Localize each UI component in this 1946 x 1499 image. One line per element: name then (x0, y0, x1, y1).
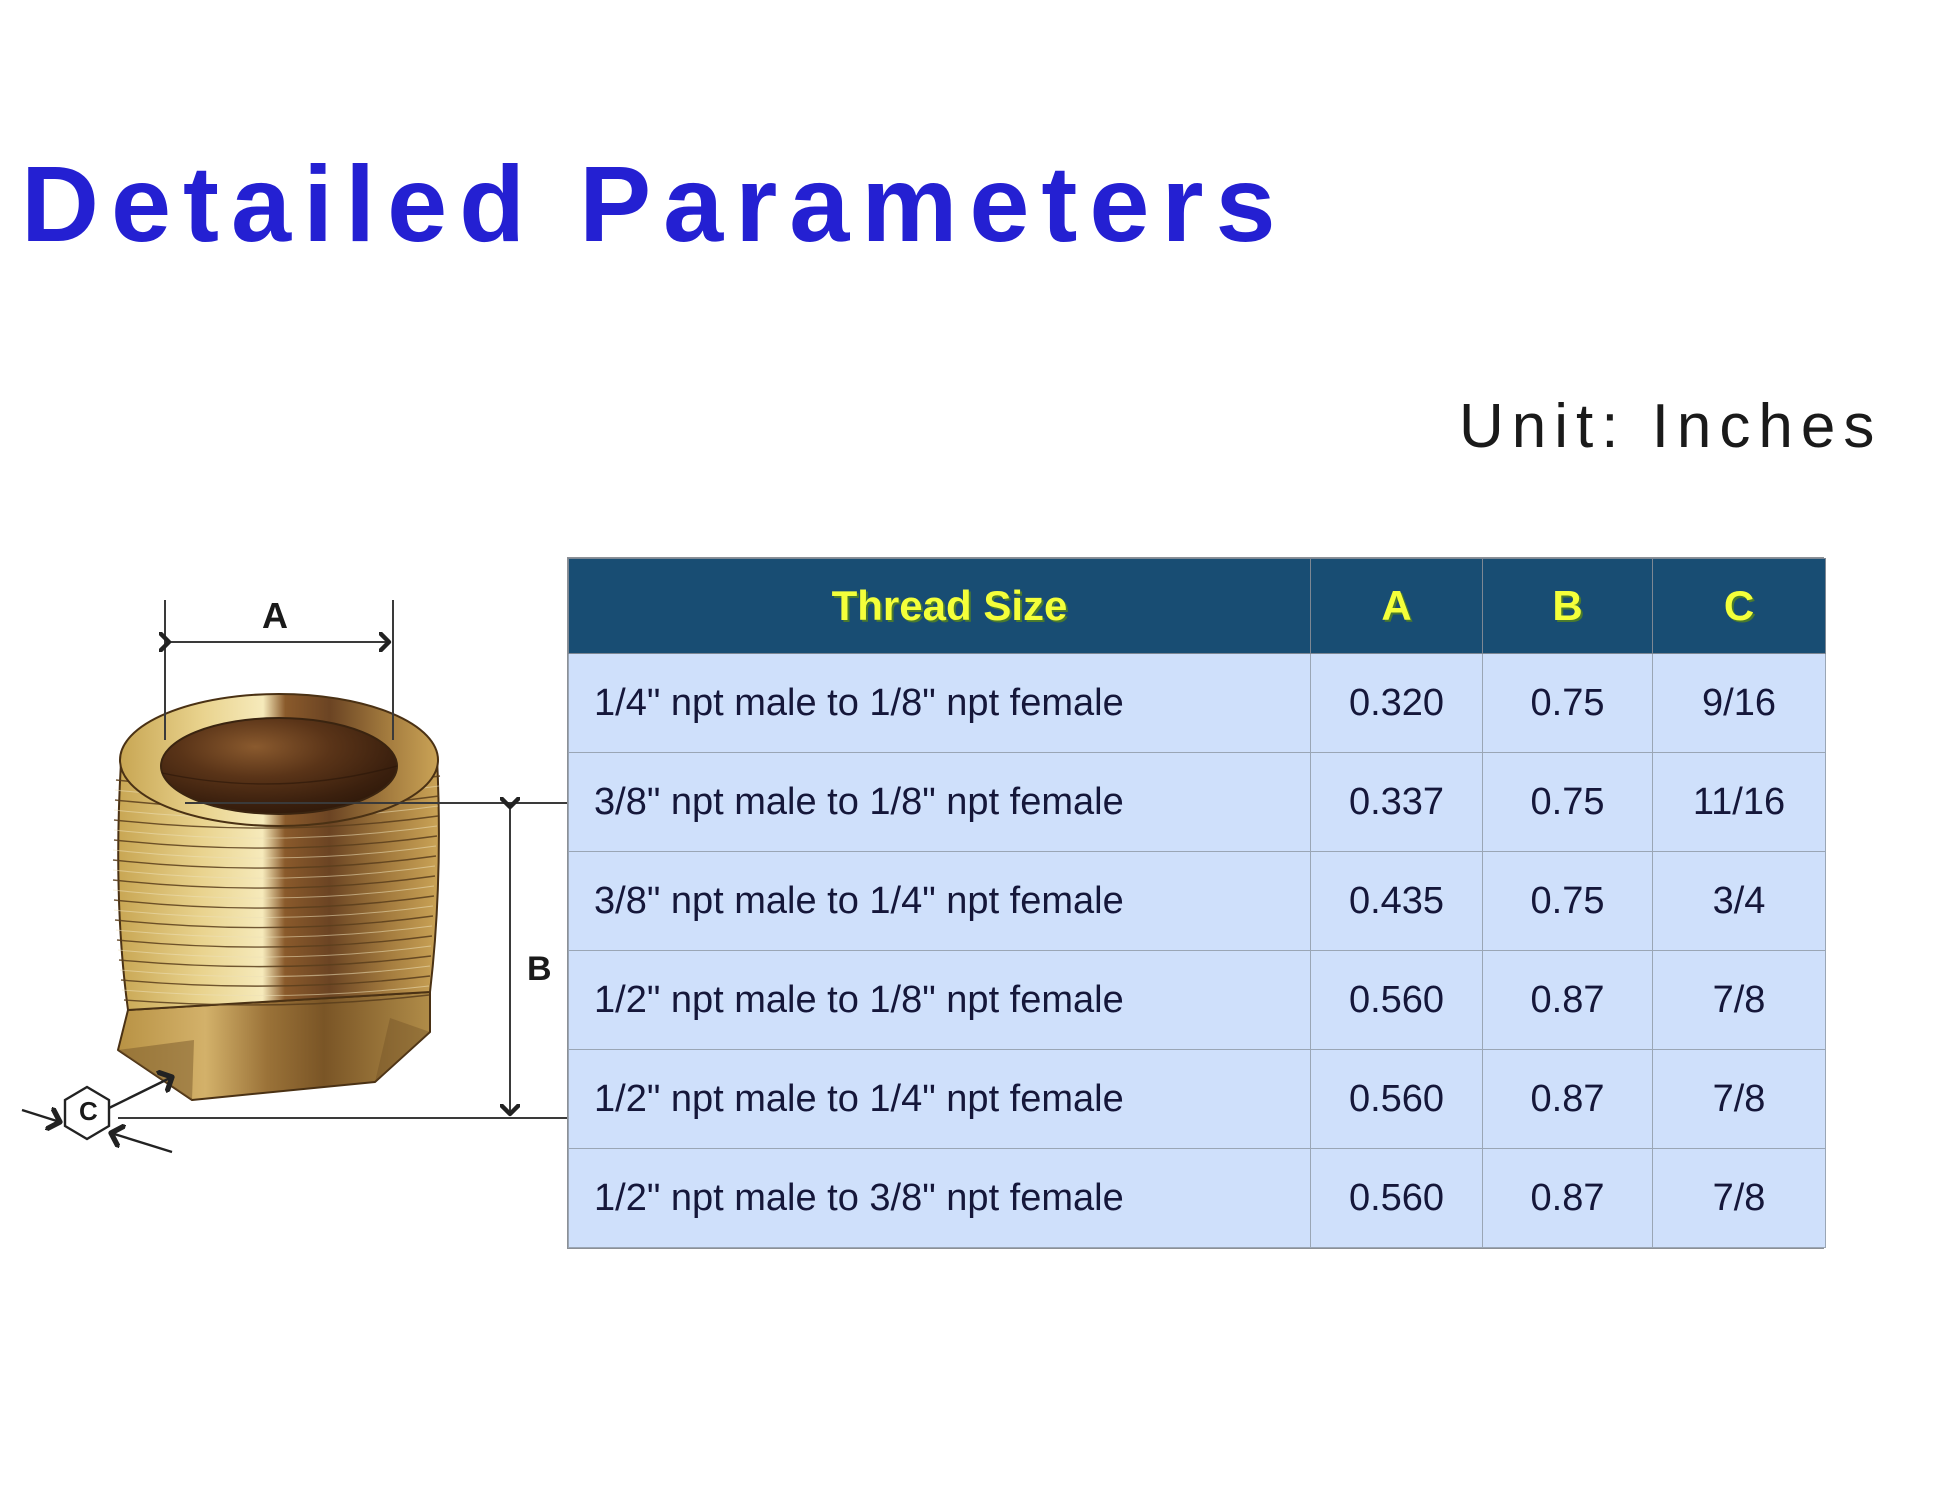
svg-text:A: A (262, 595, 288, 636)
svg-text:B: B (527, 950, 552, 988)
svg-text:C: C (79, 1096, 98, 1126)
